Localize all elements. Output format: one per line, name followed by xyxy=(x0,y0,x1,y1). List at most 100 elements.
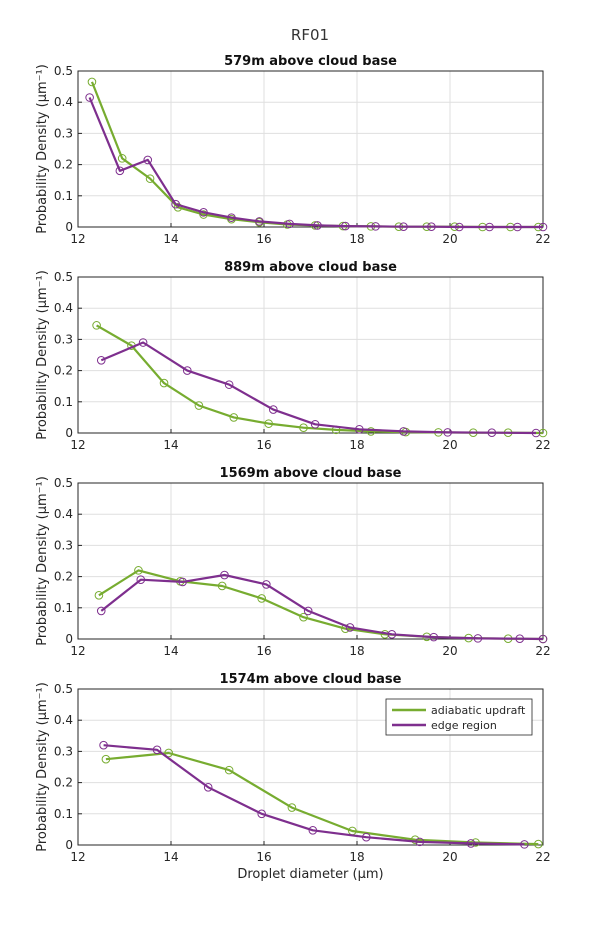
x-tick-label: 18 xyxy=(349,850,364,864)
data-point xyxy=(341,221,350,231)
y-tick-label: 0.5 xyxy=(54,682,73,696)
y-tick-label: 0.5 xyxy=(54,270,73,284)
data-point xyxy=(257,809,266,819)
plot-area xyxy=(78,71,543,227)
data-point xyxy=(117,154,127,163)
y-tick-label: 0.1 xyxy=(54,395,73,409)
data-point xyxy=(466,839,476,848)
data-point xyxy=(487,428,497,437)
series-2 xyxy=(85,93,548,232)
y-tick-label: 0 xyxy=(65,426,73,440)
x-tick-label: 18 xyxy=(349,438,364,452)
legend-entry: adiabatic updraft xyxy=(431,704,526,717)
data-point xyxy=(171,199,180,209)
data-point xyxy=(308,826,318,835)
x-tick-label: 16 xyxy=(256,438,271,452)
y-tick-label: 0 xyxy=(65,632,73,646)
data-point xyxy=(345,623,355,632)
x-tick-label: 18 xyxy=(349,232,364,246)
data-point xyxy=(262,580,271,589)
data-point xyxy=(538,634,548,644)
data-point xyxy=(269,405,278,414)
legend: adiabatic updraft edge region xyxy=(385,698,533,736)
data-point xyxy=(415,837,425,847)
data-point xyxy=(159,378,169,388)
panel-title: 579m above cloud base xyxy=(224,54,397,69)
data-point xyxy=(178,577,187,587)
x-tick-label: 16 xyxy=(256,644,271,658)
x-tick-label: 22 xyxy=(535,850,550,864)
data-point xyxy=(194,401,204,410)
x-tick-label: 20 xyxy=(442,438,457,452)
y-tick-label: 0.5 xyxy=(54,476,73,490)
x-tick-label: 20 xyxy=(442,850,457,864)
axes-box xyxy=(77,276,544,434)
x-tick-label: 14 xyxy=(163,850,178,864)
y-tick-label: 0.4 xyxy=(54,507,73,521)
series-2 xyxy=(96,570,548,644)
y-tick-label: 0.1 xyxy=(54,189,73,203)
x-tick-label: 14 xyxy=(163,644,178,658)
data-point xyxy=(115,166,125,176)
series-line xyxy=(100,341,537,435)
data-point xyxy=(310,419,320,429)
chart-panel-4: 12 14 16 18 20 22 0 0.1 0.2 0.3 0.4 0.5 1574m above … xyxy=(35,672,551,882)
y-tick-label: 0 xyxy=(65,220,73,234)
x-tick-label: 20 xyxy=(442,644,457,658)
data-point xyxy=(285,219,294,229)
data-point xyxy=(427,222,436,231)
x-tick-label: 16 xyxy=(256,232,271,246)
data-point xyxy=(287,803,297,812)
chart-panel-1: 12 14 16 18 20 22 0 0.1 0.2 0.3 0.4 0.5 579m above c… xyxy=(35,54,551,246)
chart-panel-3: 12 14 16 18 20 22 0 0.1 0.2 0.3 0.4 0.5 1569m above … xyxy=(35,466,551,658)
data-point xyxy=(429,632,439,642)
y-tick-label: 0.1 xyxy=(54,601,73,615)
data-point xyxy=(224,765,234,775)
x-tick-label: 16 xyxy=(256,850,271,864)
data-point xyxy=(227,213,236,222)
data-point xyxy=(366,427,376,436)
x-tick-label: 12 xyxy=(70,438,85,452)
x-axis-label: Droplet diameter (μm) xyxy=(237,867,383,882)
data-point xyxy=(224,380,234,389)
y-tick-label: 0.3 xyxy=(54,744,73,758)
y-tick-label: 0.4 xyxy=(54,95,73,109)
data-point xyxy=(96,606,106,616)
y-axis-label: Probability Density (μm⁻¹) xyxy=(35,682,50,852)
data-point xyxy=(264,419,273,428)
data-point xyxy=(538,222,548,232)
data-point xyxy=(257,594,266,603)
data-point xyxy=(313,221,322,230)
plot-area xyxy=(78,277,543,433)
data-point xyxy=(455,222,464,232)
series-line xyxy=(100,573,544,641)
data-point xyxy=(199,210,208,219)
plot-area xyxy=(78,483,543,639)
x-tick-label: 12 xyxy=(70,232,85,246)
data-point xyxy=(182,366,192,375)
data-point xyxy=(199,208,208,217)
x-tick-label: 18 xyxy=(349,644,364,658)
data-point xyxy=(94,591,104,600)
data-point xyxy=(164,748,173,758)
data-point xyxy=(96,356,106,365)
y-axis-label: Probability Density (μm⁻¹) xyxy=(35,64,50,234)
axes-box xyxy=(77,482,544,640)
x-tick-label: 12 xyxy=(70,850,85,864)
data-point xyxy=(85,93,94,102)
data-point xyxy=(534,839,543,849)
data-point xyxy=(399,222,408,231)
figure-title: RF01 xyxy=(291,26,329,44)
y-tick-label: 0.4 xyxy=(54,713,73,727)
data-point xyxy=(87,77,97,87)
data-point xyxy=(152,745,162,755)
y-tick-label: 0.3 xyxy=(54,332,73,346)
axes-box xyxy=(77,70,544,228)
y-tick-label: 0.5 xyxy=(54,64,73,78)
series-2 xyxy=(99,740,529,849)
data-point xyxy=(299,612,308,622)
x-tick-label: 20 xyxy=(442,232,457,246)
data-point xyxy=(145,174,155,183)
data-point xyxy=(138,338,148,347)
